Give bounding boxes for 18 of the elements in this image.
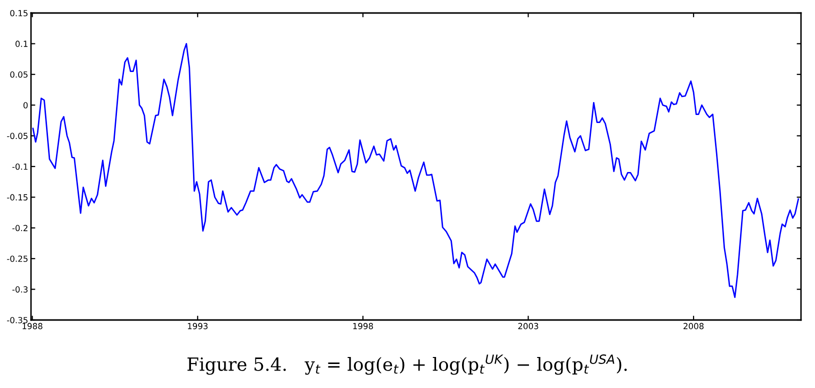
y-tick-label: -0.2 xyxy=(12,224,28,232)
y-tick-label: -0.05 xyxy=(7,132,28,140)
line-series xyxy=(32,43,800,298)
y-tick-label: 0.15 xyxy=(10,10,28,16)
y-tick-label: -0.3 xyxy=(12,286,28,293)
y-tick-label: -0.35 xyxy=(7,316,28,324)
x-tick-label: 1998 xyxy=(353,322,373,330)
x-tick-label: 1988 xyxy=(22,322,42,330)
y-tick-label: -0.1 xyxy=(12,163,28,170)
y-tick-label: -0.25 xyxy=(7,256,28,262)
text: Figure 5.4. y$_{t}$ = log(e$_{t}$) + log(p$_{t}$$^{UK}$) − log(p$_{t}$$^{USA}$). xyxy=(187,354,627,375)
y-tick-label: 0.1 xyxy=(16,40,28,47)
x-tick-label: 1993 xyxy=(188,322,208,330)
y-tick-label: -0.15 xyxy=(7,194,28,200)
x-tick-label: 2008 xyxy=(684,322,704,330)
y-tick-label: 0.05 xyxy=(10,71,28,78)
y-tick-label: 0 xyxy=(23,102,28,108)
x-tick-label: 2003 xyxy=(518,322,538,330)
